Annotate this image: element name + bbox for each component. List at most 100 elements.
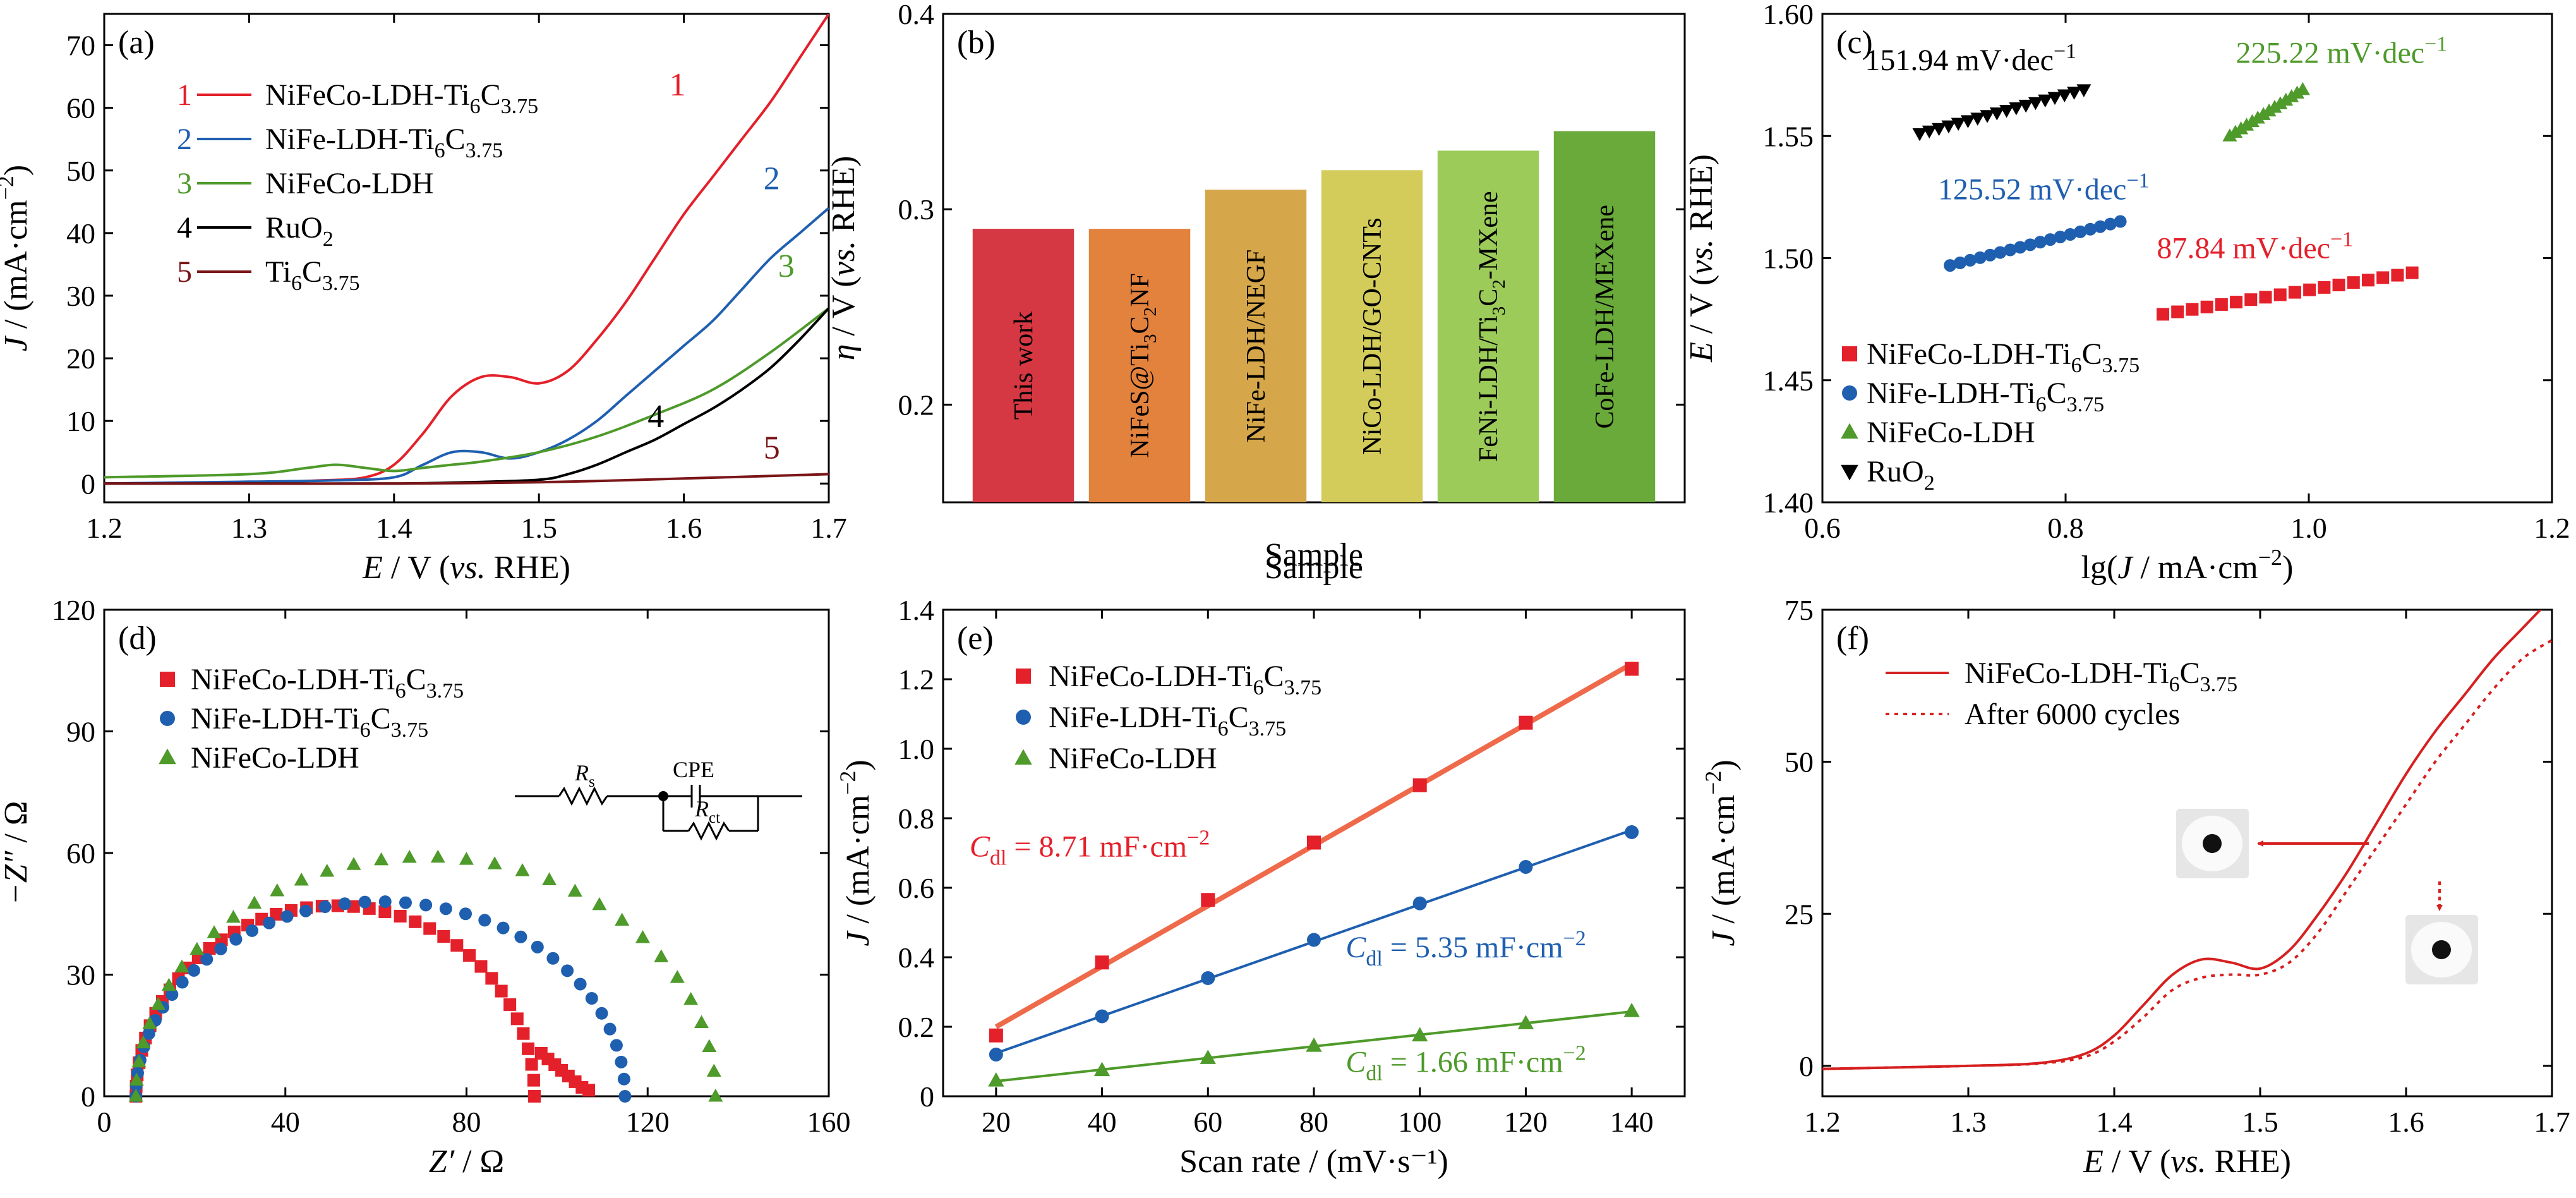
bar-label: NiCo-LDH/GO-CNTs bbox=[1358, 218, 1387, 455]
data-point bbox=[515, 863, 530, 876]
y-axis-label: η / V (vs. RHE) bbox=[826, 156, 862, 361]
y-axis-label-part: −2 bbox=[1700, 771, 1726, 795]
legend-number: 3 bbox=[177, 167, 192, 200]
x-axis-label-part: RHE) bbox=[2206, 1144, 2291, 1180]
bar bbox=[1321, 170, 1423, 502]
data-point bbox=[2038, 94, 2053, 108]
x-tick-label: 1.2 bbox=[1804, 1106, 1841, 1138]
x-tick-label: 0.8 bbox=[2047, 512, 2084, 544]
data-point bbox=[142, 1016, 157, 1029]
data-point bbox=[2273, 288, 2287, 301]
data-point bbox=[528, 1090, 541, 1103]
data-point bbox=[2009, 102, 2024, 116]
x-tick-label: 1.6 bbox=[2388, 1106, 2424, 1138]
rs-label-part: s bbox=[589, 773, 595, 790]
data-point bbox=[610, 1039, 623, 1052]
capacitance-annotation-part: = 8.71 mF·cm bbox=[1006, 830, 1187, 864]
x-axis-label: E / V (vs. RHE) bbox=[362, 550, 570, 586]
data-point bbox=[378, 905, 392, 918]
data-point bbox=[187, 964, 200, 977]
data-point bbox=[1973, 251, 1987, 264]
data-point bbox=[2014, 241, 2027, 254]
bar-label-part: NiCo-LDH/GO-CNTs bbox=[1358, 218, 1387, 455]
y-tick-label: 75 bbox=[1785, 594, 1814, 626]
x-axis-label-part: −2 bbox=[2258, 545, 2282, 570]
x-axis-label: Scan rate / (mV·s⁻¹) bbox=[1179, 1144, 1448, 1180]
legend-label-part: NiFeCo-LDH bbox=[191, 741, 359, 775]
data-point bbox=[1307, 933, 1321, 947]
data-point bbox=[437, 930, 450, 943]
data-point bbox=[430, 849, 445, 863]
data-point bbox=[394, 909, 407, 923]
legend-label: After 6000 cycles bbox=[1965, 698, 2180, 731]
legend-label-part: 6 bbox=[1253, 676, 1264, 699]
data-point bbox=[1412, 1027, 1428, 1042]
x-tick-label: 1.5 bbox=[521, 512, 557, 544]
slope-annotation: 87.84 mV·dec−1 bbox=[2157, 228, 2353, 265]
data-point bbox=[207, 925, 222, 938]
bar-label: NiFeS@Ti3C2NF bbox=[1126, 273, 1160, 458]
data-point bbox=[299, 904, 313, 917]
legend-label-part: RuO bbox=[265, 211, 323, 245]
data-point bbox=[510, 1012, 524, 1026]
y-tick-label: 0.3 bbox=[898, 193, 935, 226]
y-tick-label: 20 bbox=[66, 342, 95, 375]
x-tick-label: 140 bbox=[1610, 1106, 1654, 1138]
y-tick-label: 0 bbox=[81, 1080, 95, 1113]
legend-label: NiFeCo-LDH bbox=[265, 167, 434, 200]
rct-label-part: ct bbox=[709, 809, 720, 826]
data-point bbox=[2054, 231, 2067, 244]
rs-label: Rs bbox=[574, 760, 595, 790]
bar-label: NiFe-LDH/NEGF bbox=[1242, 250, 1271, 443]
slope-annotation-part: −1 bbox=[2424, 32, 2447, 56]
legend-label-part: NiFeCo-LDH bbox=[1867, 416, 2035, 449]
bar-label-part: C bbox=[1474, 289, 1503, 306]
data-point bbox=[527, 1074, 540, 1087]
data-point bbox=[546, 952, 560, 965]
y-axis-label-part: J bbox=[840, 930, 876, 947]
legend-label-part: C bbox=[2047, 377, 2067, 410]
legend-label: NiFeCo-LDH-Ti6C3.75 bbox=[265, 78, 538, 118]
x-axis-label-part: / V ( bbox=[383, 550, 450, 586]
slope-annotation: 125.52 mV·dec−1 bbox=[1938, 169, 2150, 207]
bar bbox=[1437, 150, 1539, 502]
bar bbox=[1205, 190, 1307, 502]
cpe-label: CPE bbox=[673, 757, 714, 782]
legend-label-part: NiFeCo-LDH bbox=[1049, 742, 1217, 775]
x-axis-label: Sample bbox=[1265, 550, 1363, 586]
x-tick-label: 1.7 bbox=[2534, 1106, 2570, 1138]
data-point bbox=[683, 991, 699, 1005]
bar-label: FeNi-LDH/Ti3C2-MXene bbox=[1474, 191, 1509, 462]
legend-label-part: C bbox=[1229, 701, 1249, 734]
resistor-rs bbox=[558, 786, 608, 806]
legend-marker bbox=[1014, 749, 1032, 765]
bar-label-part: 2 bbox=[1140, 307, 1160, 317]
legend-label: NiFeCo-LDH-Ti6C3.75 bbox=[1965, 656, 2237, 696]
series-line-5 bbox=[104, 473, 829, 485]
rs-label-part: R bbox=[574, 760, 589, 785]
data-point bbox=[989, 1048, 1003, 1062]
data-point bbox=[531, 940, 544, 953]
legend-label-part: NiFe-LDH-Ti bbox=[265, 123, 435, 156]
legend-label-part: NiFe-LDH-Ti bbox=[1867, 377, 2036, 410]
slope-annotation-part: −1 bbox=[2330, 228, 2353, 251]
data-point bbox=[2376, 271, 2390, 284]
data-point bbox=[1963, 253, 1977, 267]
y-axis-label-part: η bbox=[826, 344, 862, 361]
x-tick-label: 1.4 bbox=[376, 512, 412, 544]
legend-marker bbox=[160, 711, 175, 726]
data-point bbox=[615, 912, 630, 926]
plot-frame bbox=[1821, 608, 2553, 1098]
electrode-photo-before bbox=[2176, 809, 2249, 878]
slope-annotation-part: 125.52 mV·dec bbox=[1938, 173, 2127, 207]
data-point bbox=[214, 942, 227, 955]
data-point bbox=[522, 1042, 535, 1055]
data-point bbox=[1307, 835, 1321, 850]
data-point bbox=[2318, 281, 2331, 294]
x-tick-label: 120 bbox=[626, 1106, 670, 1138]
legend-marker bbox=[1842, 385, 1857, 401]
x-axis-label: Sample bbox=[1265, 537, 1363, 573]
legend-label: NiFe-LDH-Ti6C3.75 bbox=[1049, 701, 1286, 741]
legend-label-part: 6 bbox=[2036, 393, 2047, 416]
panel-label: (b) bbox=[957, 25, 996, 61]
